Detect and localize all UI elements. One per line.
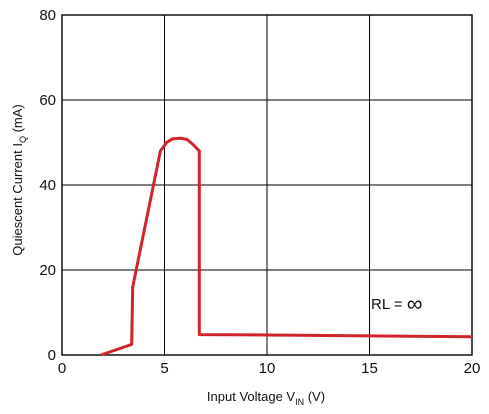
x-tick-label: 15 bbox=[361, 360, 378, 377]
annotation-label: RL = bbox=[371, 296, 407, 313]
x-axis-label: Input Voltage VIN (V) bbox=[207, 389, 325, 407]
x-tick-label: 10 bbox=[259, 360, 276, 377]
y-tick-label: 40 bbox=[39, 177, 56, 194]
plot-frame bbox=[61, 14, 473, 356]
rl-infinity-annotation: RL = ∞ bbox=[371, 291, 422, 316]
y-axis-label-sub: Q bbox=[18, 136, 28, 143]
x-tick-label: 5 bbox=[160, 360, 168, 377]
x-tick-label: 0 bbox=[58, 360, 66, 377]
x-tick-label: 20 bbox=[464, 360, 481, 377]
grid-lines bbox=[62, 15, 472, 355]
infinity-symbol: ∞ bbox=[407, 291, 423, 316]
y-tick-labels: 0 20 40 60 80 bbox=[39, 7, 56, 364]
y-tick-label: 0 bbox=[48, 347, 56, 364]
x-axis-label-sub: IN bbox=[295, 397, 304, 407]
annotation-text: RL = ∞ bbox=[371, 291, 422, 316]
x-axis-label-unit: (V) bbox=[304, 389, 325, 404]
series-line-quiescent-current bbox=[100, 136, 473, 357]
y-axis-label-main: Quiescent Current I bbox=[10, 143, 25, 256]
y-tick-label: 80 bbox=[39, 7, 56, 24]
y-axis-label: Quiescent Current IQ (mA) bbox=[10, 104, 28, 256]
y-axis-label-unit: (mA) bbox=[10, 104, 25, 136]
x-axis-label-main: Input Voltage V bbox=[207, 389, 296, 404]
x-tick-labels: 0 5 10 15 20 bbox=[58, 360, 481, 377]
y-tick-label: 60 bbox=[39, 92, 56, 109]
y-tick-label: 20 bbox=[39, 262, 56, 279]
